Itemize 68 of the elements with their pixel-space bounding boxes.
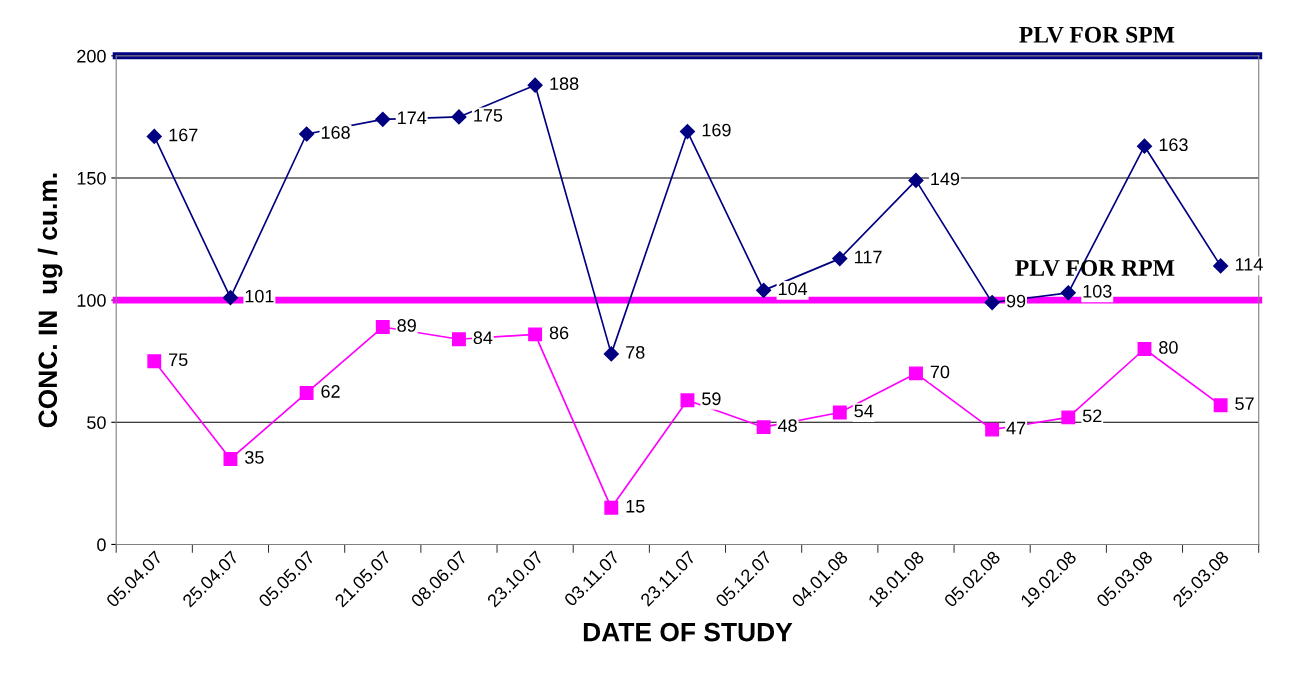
data-label: 114: [1235, 258, 1263, 271]
y-tick-label: 100: [77, 294, 106, 307]
point: [528, 327, 543, 342]
point: [1213, 398, 1228, 413]
data-label: 99: [1006, 294, 1026, 308]
point: [147, 354, 162, 369]
point: [146, 128, 162, 145]
data-label: 70: [930, 365, 950, 379]
ref-line-label: PLV FOR SPM: [1019, 26, 1175, 43]
y-tick-label: 200: [77, 49, 106, 63]
point: [756, 420, 771, 435]
point: [1061, 410, 1076, 425]
point: [832, 251, 848, 267]
data-label: 47: [1006, 421, 1026, 435]
point: [1213, 258, 1229, 274]
data-label: 149: [931, 172, 960, 186]
point: [1060, 285, 1076, 301]
data-label: 75: [169, 353, 188, 367]
point: [679, 124, 696, 140]
data-label: 57: [1235, 397, 1254, 411]
data-label: 167: [169, 128, 198, 142]
point: [452, 332, 466, 347]
data-label: 62: [321, 385, 340, 398]
data-label: 84: [473, 331, 493, 345]
data-label: 54: [854, 404, 874, 418]
x-axis-title: DATE OF STUDY: [583, 622, 793, 642]
data-label: 169: [702, 123, 731, 137]
point: [375, 111, 391, 127]
data-label: 163: [1159, 138, 1188, 152]
data-label: 103: [1083, 284, 1112, 298]
point: [223, 451, 238, 466]
data-label: 174: [398, 111, 427, 125]
data-label: 175: [474, 109, 503, 122]
data-label: 104: [778, 282, 808, 296]
y-tick-label: 150: [77, 171, 106, 185]
point: [527, 77, 543, 93]
data-label: 86: [549, 326, 569, 340]
data-label: 80: [1159, 341, 1178, 354]
point: [299, 386, 314, 400]
point: [985, 422, 1000, 437]
point: [984, 295, 1000, 311]
point: [375, 320, 390, 334]
y-tick-label: 0: [97, 538, 106, 552]
data-label: 117: [855, 250, 882, 264]
y-tick-label: 50: [87, 416, 106, 430]
data-label: 188: [550, 77, 579, 90]
point: [222, 290, 239, 306]
point: [756, 282, 772, 298]
y-axis-title: CONC. IN ug / cu.m.: [37, 173, 63, 428]
point: [604, 500, 619, 515]
point: [299, 126, 315, 142]
data-label: 168: [321, 126, 350, 139]
point: [909, 366, 923, 381]
point: [832, 405, 847, 420]
data-label: 35: [245, 451, 264, 464]
point: [908, 172, 924, 189]
point: [451, 109, 467, 125]
data-label: 48: [777, 419, 797, 433]
data-label: 101: [245, 289, 274, 303]
point: [1137, 342, 1152, 356]
data-label: 15: [626, 500, 645, 513]
data-label: 52: [1082, 409, 1102, 423]
point: [603, 346, 619, 362]
data-label: 89: [397, 319, 416, 332]
point: [680, 393, 695, 408]
data-label: 78: [626, 345, 645, 359]
data-label: 59: [702, 392, 721, 406]
point: [1136, 138, 1153, 154]
